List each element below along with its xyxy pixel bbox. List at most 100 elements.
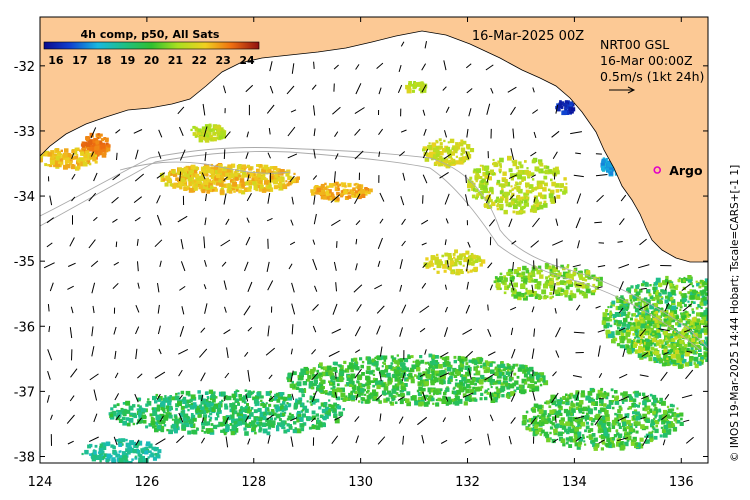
sst-pixel <box>156 407 160 411</box>
sst-pixel <box>582 434 584 436</box>
sst-pixel <box>504 192 509 197</box>
sst-pixel <box>254 409 258 413</box>
sst-pixel <box>412 395 417 400</box>
sst-pixel <box>710 351 715 356</box>
sst-pixel <box>622 422 627 427</box>
sst-pixel <box>110 412 112 414</box>
sst-pixel <box>599 396 601 398</box>
sst-pixel <box>461 148 465 152</box>
sst-pixel <box>637 284 640 287</box>
sst-pixel <box>647 320 650 323</box>
sst-pixel <box>665 276 668 279</box>
sst-pixel <box>475 371 480 376</box>
sst-pixel <box>322 192 326 196</box>
sst-pixel <box>165 183 169 187</box>
sst-pixel <box>558 277 560 279</box>
sst-pixel <box>322 422 325 425</box>
sst-pixel <box>539 409 544 414</box>
sst-pixel <box>150 413 153 416</box>
sst-pixel <box>373 392 377 396</box>
sst-pixel <box>520 210 523 213</box>
sst-pixel <box>745 346 749 350</box>
sst-pixel <box>655 295 659 299</box>
sst-pixel <box>340 193 343 196</box>
sst-pixel <box>213 391 216 394</box>
sst-pixel <box>192 126 195 129</box>
sst-pixel <box>543 413 546 416</box>
sst-pixel <box>431 255 436 260</box>
sst-pixel <box>236 390 239 393</box>
sst-pixel <box>677 352 679 354</box>
sst-pixel <box>127 423 131 427</box>
sst-pixel <box>213 425 217 429</box>
sst-pixel <box>640 438 644 442</box>
sst-pixel <box>556 282 560 286</box>
sst-pixel <box>113 404 117 408</box>
sst-pixel <box>644 405 646 407</box>
sst-pixel <box>181 178 185 182</box>
sst-pixel <box>652 333 654 335</box>
sst-pixel <box>448 253 452 257</box>
sst-pixel <box>507 156 512 161</box>
sst-pixel <box>718 281 720 283</box>
sst-pixel <box>168 397 171 400</box>
sst-pixel <box>411 364 416 369</box>
sst-pixel <box>254 432 257 435</box>
sst-pixel <box>715 331 719 335</box>
sst-pixel <box>407 374 409 376</box>
sst-pixel <box>721 310 726 315</box>
sst-pixel <box>646 397 649 400</box>
sst-pixel <box>588 406 590 408</box>
sst-pixel <box>566 431 570 435</box>
sst-pixel <box>709 294 711 296</box>
sst-pixel <box>360 365 364 369</box>
sst-pixel <box>710 287 714 291</box>
sst-pixel <box>445 388 449 392</box>
sst-pixel <box>492 361 494 363</box>
sst-pixel <box>220 175 223 178</box>
sst-pixel <box>427 374 432 379</box>
sst-pixel <box>435 390 439 394</box>
sst-pixel <box>516 166 519 169</box>
sst-pixel <box>354 183 356 185</box>
sst-pixel <box>622 322 627 327</box>
sst-pixel <box>465 389 470 394</box>
sst-pixel <box>439 138 442 141</box>
sst-pixel <box>526 167 528 169</box>
sst-pixel <box>371 380 374 383</box>
sst-pixel <box>506 393 509 396</box>
sst-pixel <box>432 367 434 369</box>
sst-pixel <box>631 442 635 446</box>
sst-pixel <box>219 401 222 404</box>
sst-pixel <box>451 147 454 150</box>
sst-pixel <box>494 280 497 283</box>
sst-pixel <box>550 288 553 291</box>
sst-pixel <box>522 415 527 420</box>
sst-pixel <box>309 427 312 430</box>
sst-pixel <box>475 387 480 392</box>
sst-pixel <box>586 426 590 430</box>
sst-pixel <box>428 153 433 158</box>
sst-pixel <box>231 431 235 435</box>
sst-pixel <box>608 334 612 338</box>
sst-pixel <box>311 192 315 196</box>
sst-pixel <box>625 332 630 337</box>
sst-pixel <box>579 400 584 405</box>
sst-pixel <box>719 314 721 316</box>
sst-pixel <box>646 342 651 347</box>
sst-pixel <box>724 331 727 334</box>
sst-pixel <box>716 289 720 293</box>
sst-pixel <box>316 188 321 193</box>
sst-pixel <box>184 184 186 186</box>
sst-pixel <box>132 404 135 407</box>
sst-pixel <box>50 160 55 165</box>
sst-pixel <box>429 261 433 265</box>
sst-pixel <box>715 336 717 338</box>
sst-pixel <box>54 154 57 157</box>
sst-pixel <box>425 257 428 260</box>
sst-pixel <box>434 260 439 265</box>
sst-pixel <box>691 338 695 342</box>
sst-pixel <box>490 369 495 374</box>
sst-pixel <box>639 343 641 345</box>
sst-pixel <box>351 395 356 400</box>
